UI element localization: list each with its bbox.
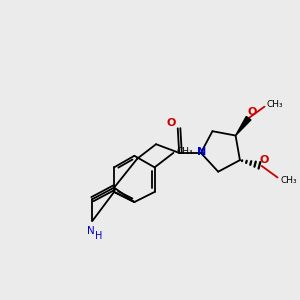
Polygon shape [236,116,251,136]
Text: N: N [197,147,206,157]
Text: O: O [260,155,269,165]
Text: CH₃: CH₃ [266,100,283,109]
Text: H: H [95,231,103,241]
Text: N: N [87,226,95,236]
Text: O: O [167,118,176,128]
Text: CH₃: CH₃ [281,176,297,185]
Text: O: O [248,107,257,117]
Text: CH₃: CH₃ [176,147,193,156]
